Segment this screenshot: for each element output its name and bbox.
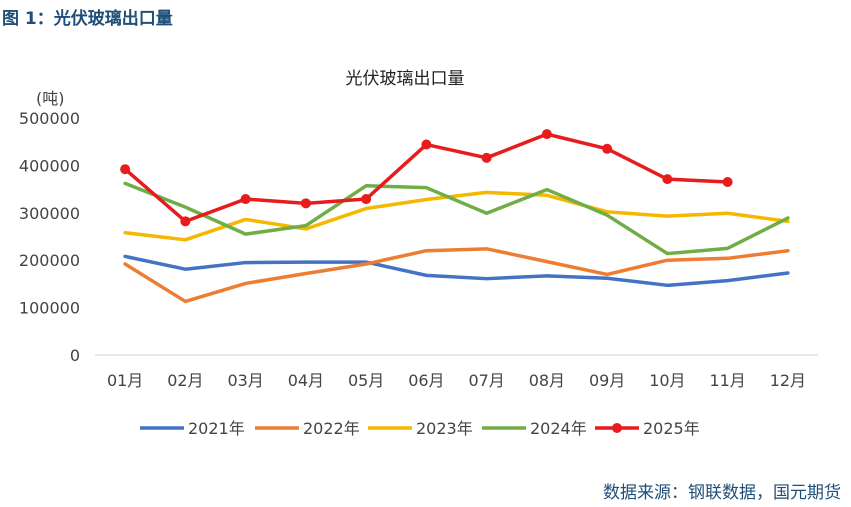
series-line bbox=[123, 247, 790, 304]
series-line bbox=[123, 190, 790, 242]
legend-label: 2025年 bbox=[643, 419, 700, 438]
data-point bbox=[602, 143, 613, 154]
data-point bbox=[240, 194, 251, 205]
data-point bbox=[662, 174, 673, 185]
y-axis-ticks: 0 100000 200000 300000 400000 500000 bbox=[19, 109, 80, 365]
x-tick-label: 05月 bbox=[348, 371, 384, 390]
y-tick-label: 400000 bbox=[19, 156, 80, 175]
legend-item: 2023年 bbox=[368, 419, 473, 438]
x-tick-label: 03月 bbox=[227, 371, 263, 390]
x-tick-label: 02月 bbox=[167, 371, 203, 390]
series-4 bbox=[123, 181, 790, 256]
y-tick-label: 500000 bbox=[19, 109, 80, 128]
x-tick-label: 12月 bbox=[770, 371, 806, 390]
y-axis-unit: (吨) bbox=[36, 89, 65, 108]
line-chart: 光伏玻璃出口量 (吨) 0 100000 200000 300000 400000 500… bbox=[19, 69, 818, 438]
series-line bbox=[123, 181, 790, 256]
legend-item: 2025年 bbox=[595, 419, 700, 438]
series-lines bbox=[120, 129, 790, 304]
chart-title: 光伏玻璃出口量 bbox=[346, 69, 465, 89]
x-tick-label: 10月 bbox=[649, 371, 685, 390]
x-tick-label: 11月 bbox=[709, 371, 745, 390]
legend-marker bbox=[612, 423, 622, 433]
x-tick-label: 07月 bbox=[468, 371, 504, 390]
series-1 bbox=[123, 254, 790, 288]
data-point bbox=[120, 164, 131, 175]
legend-item: 2022年 bbox=[255, 419, 360, 438]
data-point bbox=[361, 194, 372, 205]
legend-label: 2021年 bbox=[188, 419, 245, 438]
y-tick-label: 0 bbox=[70, 346, 80, 365]
x-axis-ticks: 01月 02月 03月 04月 05月 06月 07月 08月 09月 10月 11月 12月 bbox=[107, 371, 806, 390]
legend: 2021年 2022年 2023年 2024年 2025年 bbox=[140, 419, 700, 438]
x-tick-label: 09月 bbox=[589, 371, 625, 390]
x-tick-label: 01月 bbox=[107, 371, 143, 390]
data-point bbox=[180, 216, 191, 227]
data-source: 数据来源：钢联数据，国元期货 bbox=[603, 483, 841, 503]
legend-label: 2023年 bbox=[416, 419, 473, 438]
series-line bbox=[123, 254, 790, 288]
y-tick-label: 200000 bbox=[19, 251, 80, 270]
data-point bbox=[481, 152, 492, 163]
figure-label: 图 1：光伏玻璃出口量 bbox=[2, 9, 173, 29]
legend-item: 2021年 bbox=[140, 419, 245, 438]
legend-label: 2022年 bbox=[303, 419, 360, 438]
data-point bbox=[541, 129, 552, 140]
series-3 bbox=[123, 190, 790, 242]
series-5 bbox=[120, 129, 733, 227]
legend-item: 2024年 bbox=[482, 419, 587, 438]
x-tick-label: 06月 bbox=[408, 371, 444, 390]
data-point bbox=[300, 198, 311, 209]
legend-label: 2024年 bbox=[530, 419, 587, 438]
x-tick-label: 04月 bbox=[288, 371, 324, 390]
x-tick-label: 08月 bbox=[529, 371, 565, 390]
series-2 bbox=[123, 247, 790, 304]
y-tick-label: 300000 bbox=[19, 204, 80, 223]
data-point bbox=[421, 139, 432, 150]
data-point bbox=[722, 176, 733, 187]
y-tick-label: 100000 bbox=[19, 299, 80, 318]
